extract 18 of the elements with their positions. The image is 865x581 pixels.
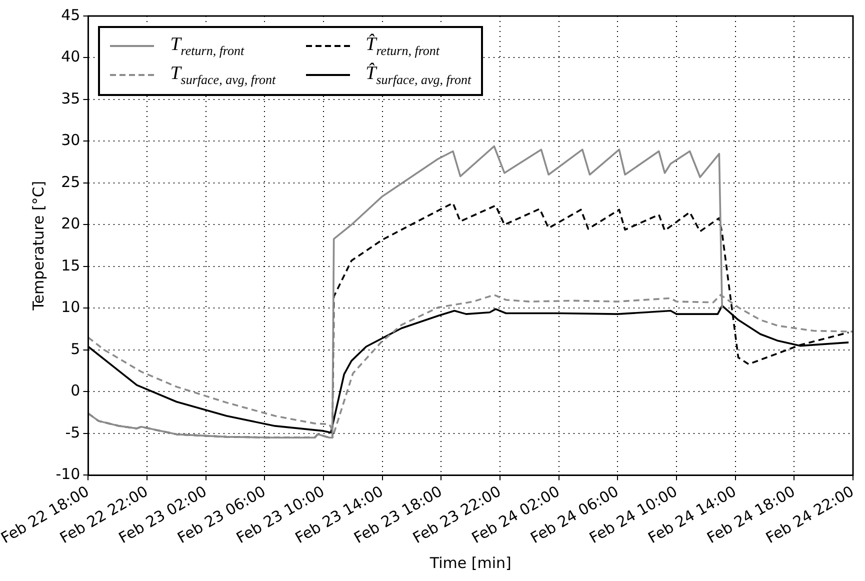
y-tick-label: 15 [61,256,80,274]
y-tick-label: 35 [61,89,80,108]
y-tick-label: 0 [70,382,80,400]
y-tick-label: 10 [61,298,80,316]
x-axis-title: Time [min] [428,554,512,572]
y-tick-label: 5 [70,340,80,358]
legend-label: T$_{return, front}$ [170,34,244,59]
y-tick-label: -10 [56,465,80,484]
legend-label: T̂$_{return, front}$ [366,34,440,59]
legend-label: T̂$_{surface, avg, front}$ [366,62,472,88]
y-axis-title: Temperature [°C] [30,180,48,312]
y-tick-label: 45 [61,6,80,24]
y-tick-label: -5 [65,423,80,442]
y-tick-label: 30 [61,131,80,150]
legend-label: T$_{surface, avg, front}$ [170,62,276,88]
y-tick-label: 20 [61,214,80,233]
y-tick-label: 40 [61,48,80,66]
y-tick-label: 25 [61,172,80,191]
